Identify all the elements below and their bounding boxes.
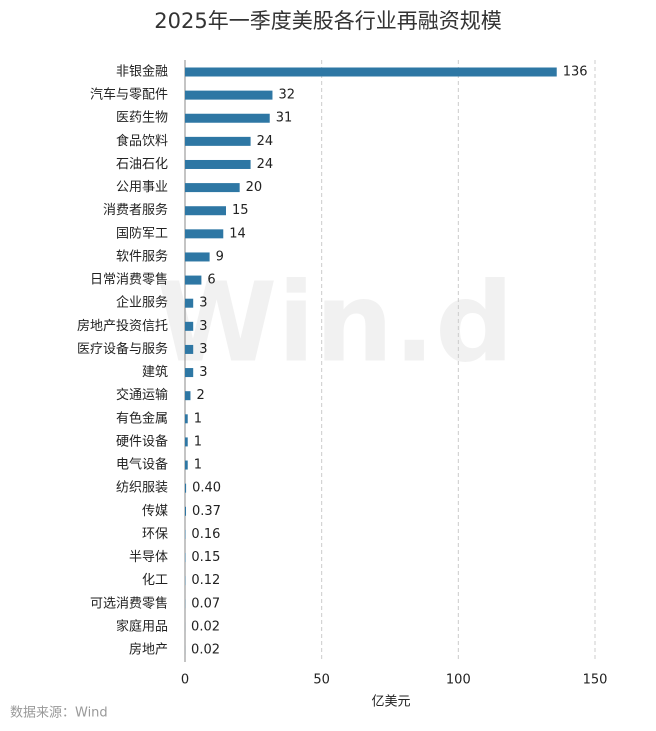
bar: [185, 113, 270, 123]
y-tick-label: 建筑: [142, 364, 168, 380]
y-tick-label: 医药生物: [116, 111, 168, 126]
bar: [185, 183, 240, 193]
y-tick-label: 交通运输: [116, 387, 168, 403]
bar: [185, 506, 187, 516]
data-label: 14: [229, 226, 246, 241]
watermark: Win.d: [156, 258, 514, 386]
chart-title: 2025年一季度美股各行业再融资规模: [154, 9, 501, 33]
data-label: 136: [563, 65, 588, 80]
data-label: 2: [196, 388, 204, 403]
bar: [185, 252, 210, 262]
data-label: 0.07: [191, 596, 220, 611]
source: 数据来源：Wind: [10, 706, 108, 721]
y-tick-label: 硬件设备: [116, 433, 168, 449]
data-label: 20: [246, 180, 263, 195]
y-tick-label: 医疗设备与服务: [77, 341, 168, 357]
bar: [185, 391, 191, 401]
data-label: 1: [194, 411, 202, 426]
y-tick-label: 传媒: [142, 504, 168, 519]
data-label: 0.16: [191, 527, 220, 542]
bar: [185, 159, 251, 169]
bar: [185, 136, 251, 146]
y-tick-label: 日常消费零售: [90, 272, 168, 288]
y-tick-label: 纺织服装: [116, 481, 168, 496]
data-label: 3: [199, 342, 207, 357]
bar: [185, 321, 194, 331]
y-tick-label: 消费者服务: [103, 202, 168, 218]
x-tick-label: 50: [313, 673, 330, 688]
bar: [185, 206, 226, 216]
y-tick-label: 环保: [142, 527, 168, 542]
y-tick-label: 软件服务: [116, 248, 168, 264]
y-tick-label: 国防军工: [116, 225, 168, 241]
data-label: 6: [207, 273, 215, 288]
data-label: 1: [194, 434, 202, 449]
bar: [185, 90, 273, 100]
data-label: 0.02: [191, 643, 220, 658]
data-label: 0.37: [192, 504, 221, 519]
x-tick-label: 0: [181, 673, 189, 688]
y-tick-label: 公用事业: [116, 180, 168, 195]
data-label: 0.15: [191, 550, 220, 565]
data-label: 31: [276, 111, 293, 126]
data-label: 3: [199, 319, 207, 334]
data-label: 0.40: [192, 481, 221, 496]
data-label: 0.02: [191, 619, 220, 634]
x-tick-label: 150: [583, 673, 608, 688]
data-label: 1: [194, 458, 202, 473]
bar: [185, 414, 188, 424]
data-label: 3: [199, 365, 207, 380]
x-axis-label: 亿美元: [371, 695, 410, 710]
y-tick-label: 企业服务: [116, 295, 168, 311]
bar: [185, 437, 188, 447]
data-label: 3: [199, 296, 207, 311]
data-label: 24: [257, 157, 274, 172]
bar: [185, 483, 187, 493]
y-tick-label: 半导体: [129, 550, 168, 565]
data-label: 9: [216, 249, 224, 264]
x-tick-label: 100: [446, 673, 471, 688]
y-tick-label: 化工: [142, 573, 168, 588]
bar: [185, 368, 194, 378]
y-tick-label: 房地产投资信托: [77, 318, 168, 334]
bar: [185, 229, 224, 239]
bar: [185, 344, 194, 354]
bar: [185, 275, 202, 285]
data-label: 24: [257, 134, 274, 149]
y-tick-label: 家庭用品: [116, 618, 168, 634]
data-label: 32: [278, 88, 295, 103]
bar: [185, 460, 188, 470]
y-tick-label: 房地产: [129, 642, 168, 658]
bar: [185, 67, 557, 77]
data-label: 0.12: [191, 573, 220, 588]
y-tick-label: 汽车与零配件: [90, 87, 168, 103]
y-tick-label: 有色金属: [116, 410, 168, 426]
y-tick-label: 可选消费零售: [90, 595, 168, 611]
y-tick-label: 食品饮料: [116, 133, 168, 149]
data-label: 15: [232, 203, 249, 218]
bar: [185, 298, 194, 308]
y-tick-label: 非银金融: [116, 64, 168, 80]
y-tick-label: 石油石化: [116, 157, 168, 172]
y-tick-label: 电气设备: [116, 457, 168, 473]
